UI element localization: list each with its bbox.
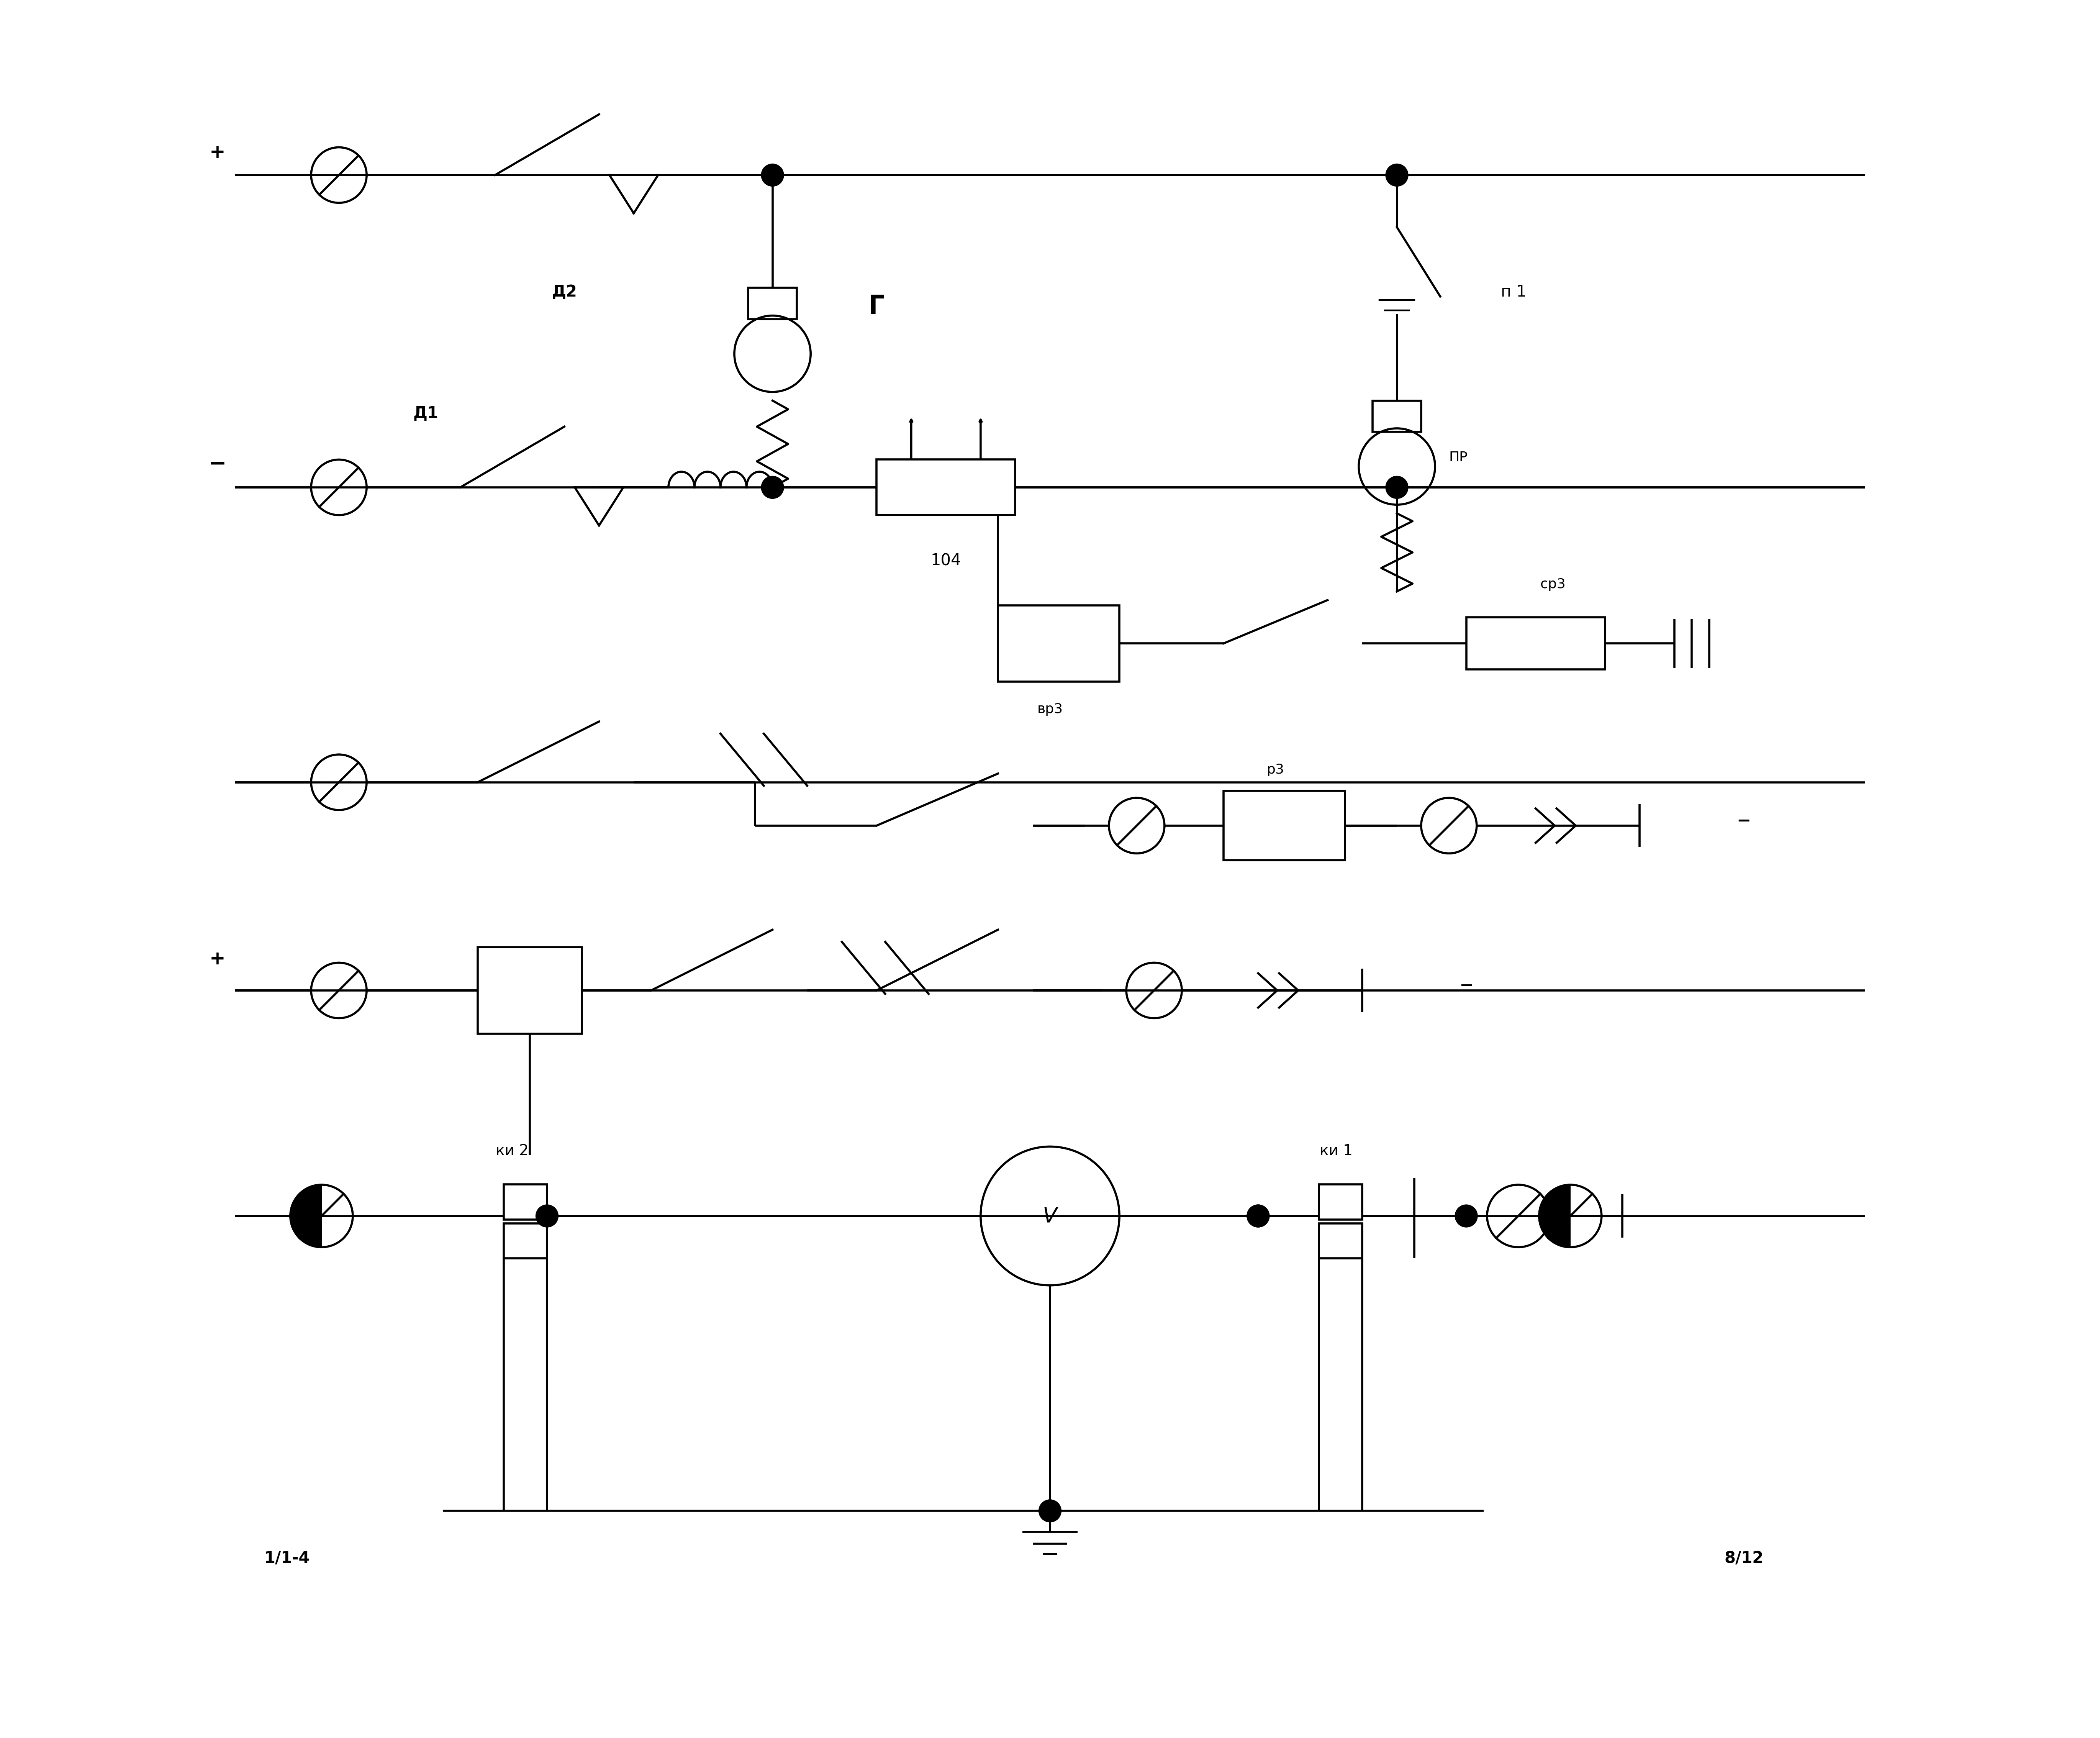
Text: вр3: вр3 [1037,702,1063,716]
Bar [748,289,796,320]
Text: ср3: ср3 [1541,577,1567,591]
Circle shape [1040,1500,1061,1522]
Text: Д2: Д2 [552,283,578,301]
Text: +: + [210,143,225,162]
Text: п 1: п 1 [1502,283,1527,301]
Circle shape [536,1204,559,1227]
Text: 8/12: 8/12 [1724,1550,1764,1566]
Circle shape [1455,1204,1478,1227]
Circle shape [1247,1204,1268,1227]
Bar [876,459,1014,514]
Bar [1373,400,1422,431]
Text: ПР: ПР [1449,450,1468,464]
Bar [504,1224,546,1258]
Bar [1319,1184,1363,1220]
Text: −: − [1737,813,1751,829]
Polygon shape [290,1185,321,1248]
Text: −: − [208,454,227,474]
Polygon shape [1539,1185,1571,1248]
Bar [477,947,582,1034]
Text: 1/1-4: 1/1-4 [265,1550,309,1566]
Text: Д1: Д1 [414,405,439,421]
Text: −: − [1460,977,1474,994]
Text: +: + [210,951,225,968]
Circle shape [760,163,783,186]
Text: ки 2: ки 2 [496,1144,529,1158]
Circle shape [760,476,783,499]
Circle shape [1386,476,1409,499]
Circle shape [1386,163,1409,186]
Text: р3: р3 [1266,763,1285,777]
Text: 104: 104 [930,553,962,568]
Text: Г: Г [869,294,884,320]
Bar [1466,617,1604,669]
Bar [1319,1224,1363,1258]
Bar [1224,791,1344,860]
Text: ки 1: ки 1 [1319,1144,1352,1158]
Circle shape [1247,1204,1268,1227]
Bar [504,1184,546,1220]
Bar [998,605,1119,681]
Text: V: V [1044,1206,1056,1225]
